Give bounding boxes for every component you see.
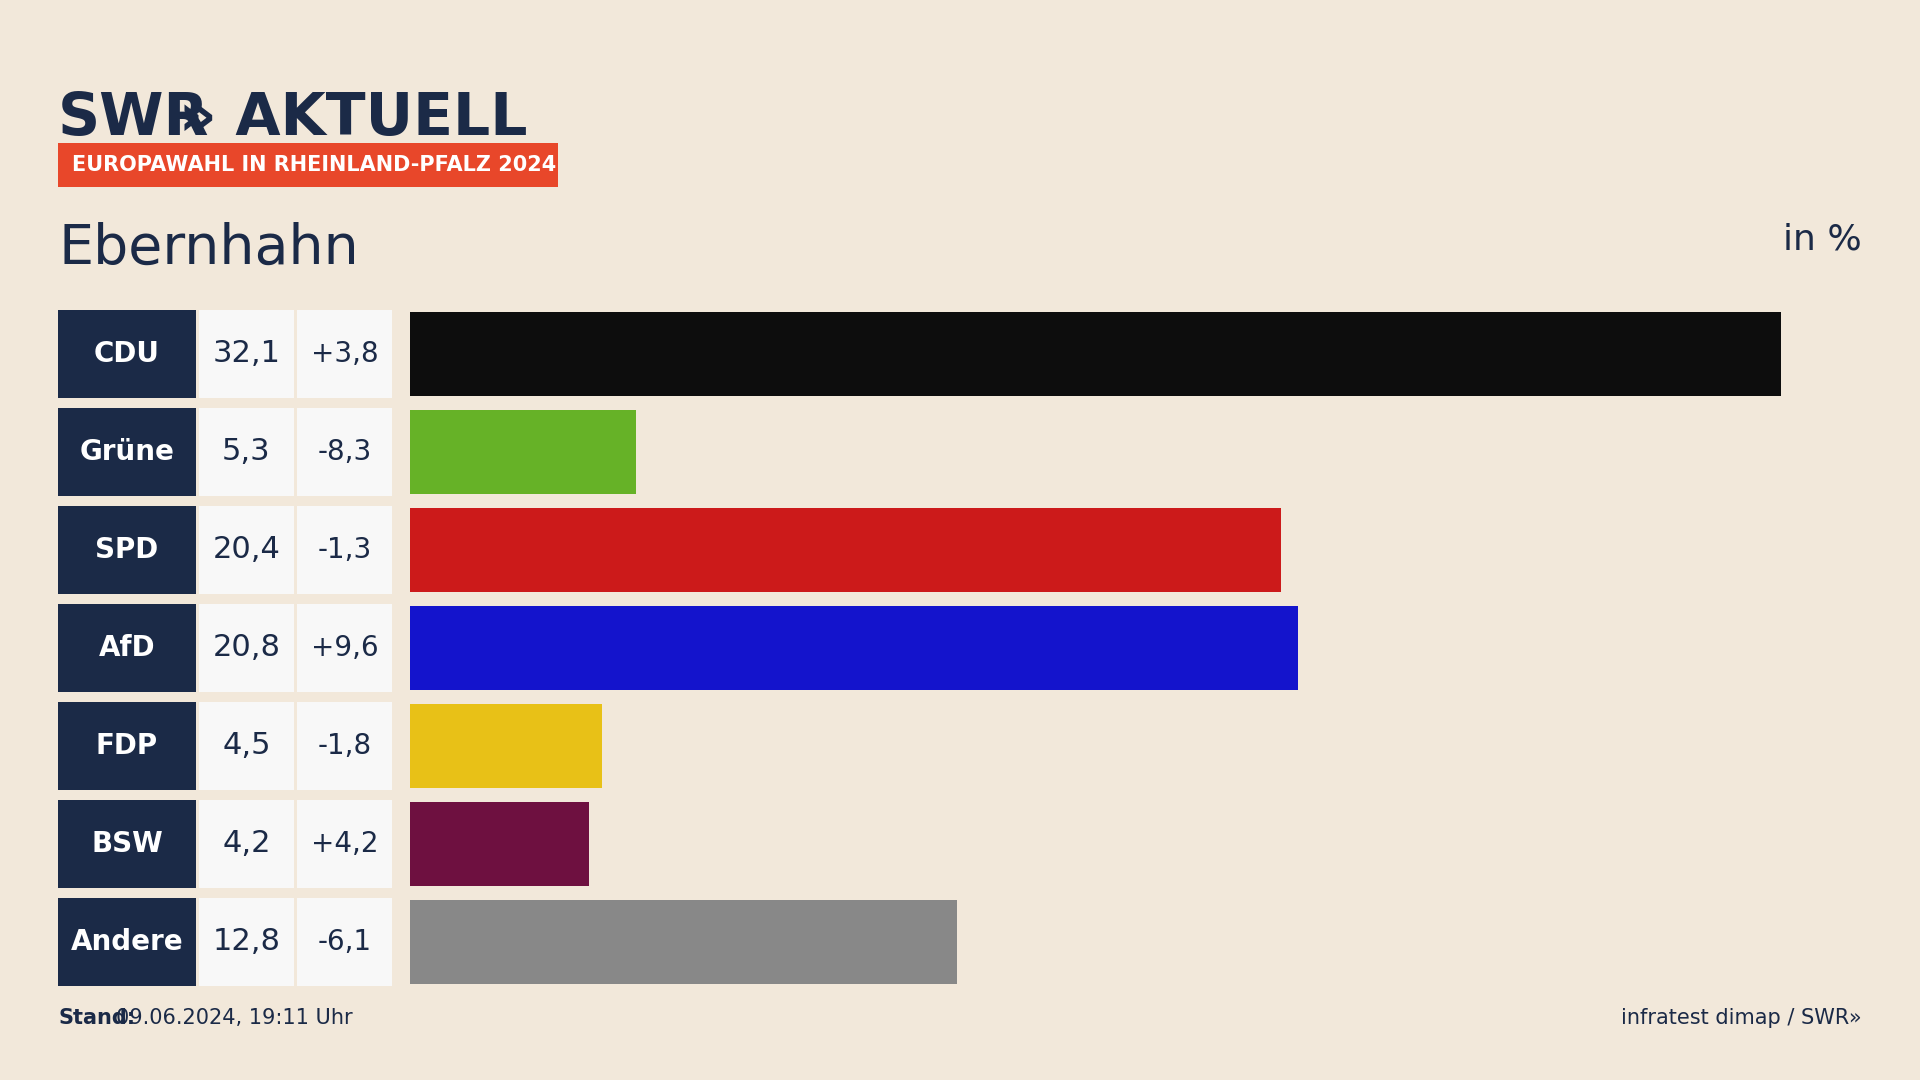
Bar xyxy=(200,604,294,692)
Bar xyxy=(58,507,196,594)
Text: 32,1: 32,1 xyxy=(213,339,280,368)
Text: AKTUELL: AKTUELL xyxy=(215,90,528,147)
Text: Stand:: Stand: xyxy=(58,1008,134,1028)
Bar xyxy=(298,702,392,789)
Bar xyxy=(411,312,1782,396)
Text: Grüne: Grüne xyxy=(79,438,175,465)
Bar xyxy=(298,408,392,496)
Text: -1,3: -1,3 xyxy=(317,536,372,564)
Text: +9,6: +9,6 xyxy=(311,634,378,662)
Bar xyxy=(200,702,294,789)
Bar xyxy=(298,507,392,594)
Bar xyxy=(411,802,589,886)
Bar xyxy=(298,897,392,986)
Bar xyxy=(200,800,294,888)
Bar xyxy=(58,800,196,888)
Text: EUROPAWAHL IN RHEINLAND-PFALZ 2024: EUROPAWAHL IN RHEINLAND-PFALZ 2024 xyxy=(73,156,557,175)
Text: BSW: BSW xyxy=(90,831,163,858)
Text: »: » xyxy=(179,90,215,147)
Text: SPD: SPD xyxy=(96,536,159,564)
Text: +3,8: +3,8 xyxy=(311,340,378,368)
Bar xyxy=(58,897,196,986)
Bar xyxy=(411,900,956,984)
Bar xyxy=(200,408,294,496)
Bar xyxy=(298,800,392,888)
Text: Ebernhahn: Ebernhahn xyxy=(58,222,359,276)
Bar xyxy=(411,704,603,788)
Text: -1,8: -1,8 xyxy=(317,732,372,760)
Text: 12,8: 12,8 xyxy=(213,928,280,957)
Text: +4,2: +4,2 xyxy=(311,831,378,858)
Bar xyxy=(298,604,392,692)
Bar xyxy=(200,897,294,986)
Text: SWR: SWR xyxy=(58,90,209,147)
Bar xyxy=(411,606,1298,690)
Text: FDP: FDP xyxy=(96,732,157,760)
Text: Andere: Andere xyxy=(71,928,182,956)
Bar xyxy=(298,310,392,399)
Bar xyxy=(200,507,294,594)
Text: -8,3: -8,3 xyxy=(317,438,372,465)
Text: CDU: CDU xyxy=(94,340,159,368)
Text: 4,5: 4,5 xyxy=(223,731,271,760)
Text: 20,8: 20,8 xyxy=(213,634,280,662)
Bar xyxy=(411,508,1281,592)
Bar xyxy=(58,143,559,187)
Bar xyxy=(58,310,196,399)
Text: AfD: AfD xyxy=(98,634,156,662)
Text: in %: in % xyxy=(1784,222,1862,256)
Text: 20,4: 20,4 xyxy=(213,536,280,565)
Bar xyxy=(411,410,636,494)
Bar xyxy=(58,408,196,496)
Text: 5,3: 5,3 xyxy=(223,437,271,467)
Text: infratest dimap / SWR»: infratest dimap / SWR» xyxy=(1620,1008,1862,1028)
Text: -6,1: -6,1 xyxy=(317,928,372,956)
Bar xyxy=(200,310,294,399)
Text: 09.06.2024, 19:11 Uhr: 09.06.2024, 19:11 Uhr xyxy=(115,1008,353,1028)
Text: 4,2: 4,2 xyxy=(223,829,271,859)
Bar xyxy=(58,604,196,692)
Bar xyxy=(58,702,196,789)
